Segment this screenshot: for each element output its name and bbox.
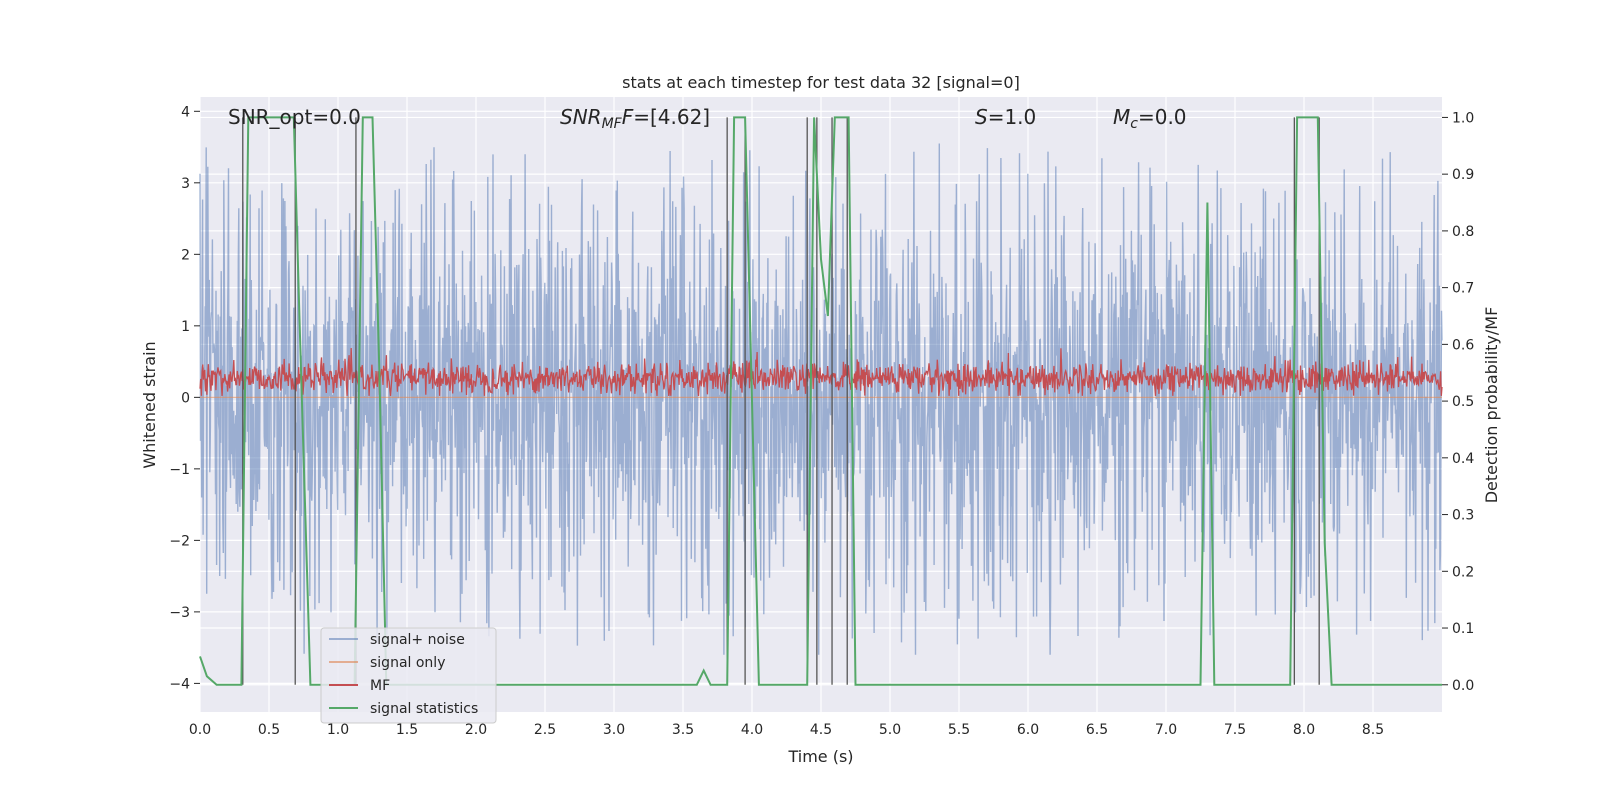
x-tick-label: 0.0	[189, 722, 211, 738]
y-axis-label: Whitened strain	[140, 341, 159, 468]
y2-tick-label: 0.6	[1452, 337, 1474, 353]
legend: signal+ noise signal only MF signal stat…	[320, 627, 497, 724]
x-tick-label: 2.0	[465, 722, 487, 738]
y-tick-label: 0	[181, 390, 190, 406]
y2-tick-label: 0.2	[1452, 564, 1474, 580]
y2-tick-label: 1.0	[1452, 110, 1474, 126]
x-tick-label: 3.0	[603, 722, 625, 738]
y-tick-label: 4	[181, 104, 190, 120]
y2-axis-label: Detection probability/MF	[1482, 307, 1501, 504]
legend-label-signal-noise: signal+ noise	[370, 632, 465, 648]
annotation-s: S=1.0	[975, 105, 1036, 129]
x-tick-label: 7.5	[1224, 722, 1246, 738]
annotation-mc: Mc=0.0	[1113, 105, 1187, 132]
line-signal-statistics	[199, 116, 1442, 686]
chart-title: stats at each timestep for test data 32 …	[622, 73, 1020, 92]
annotation-snr-opt: SNR_opt=0.0	[228, 105, 361, 129]
series-signal-noise	[199, 143, 1443, 655]
y2-tick-label: 0.5	[1452, 394, 1474, 410]
y-tick-label: 3	[181, 176, 190, 192]
y-tick-label: −3	[169, 605, 190, 621]
x-tick-label: 4.0	[741, 722, 763, 738]
series-mf	[199, 347, 1443, 397]
x-tick-label: 5.0	[879, 722, 901, 738]
y2-tick-labels: 1.0 0.9 0.8 0.7 0.6 0.5 0.4 0.3 0.2 0.1 0.0	[1442, 110, 1474, 694]
y2-tick-label: 0.4	[1452, 451, 1474, 467]
x-tick-label: 5.5	[948, 722, 970, 738]
x-axis-label: Time (s)	[787, 747, 853, 766]
x-tick-label: 7.0	[1155, 722, 1177, 738]
x-tick-label: 1.5	[396, 722, 418, 738]
x-tick-label: 6.0	[1017, 722, 1039, 738]
annotation-snr-mf: SNRMFF=[4.62]	[560, 105, 710, 132]
x-tick-label: 8.5	[1362, 722, 1384, 738]
y2-tick-label: 0.7	[1452, 281, 1474, 297]
y2-tick-label: 0.1	[1452, 621, 1474, 637]
x-tick-label: 8.0	[1293, 722, 1315, 738]
legend-box	[320, 627, 497, 724]
line-mf	[199, 347, 1443, 397]
line-signal-noise	[199, 143, 1443, 655]
x-tick-label: 2.5	[534, 722, 556, 738]
x-tick-labels: 0.0 0.5 1.0 1.5 2.0 2.5 3.0 3.5 4.0 4.5 5.0 5.5 6.0 6…	[189, 722, 1384, 738]
x-tick-label: 3.5	[672, 722, 694, 738]
legend-label-signal-statistics: signal statistics	[370, 701, 478, 717]
y-tick-label: 2	[181, 247, 190, 263]
x-tick-label: 1.0	[327, 722, 349, 738]
x-tick-label: 4.5	[810, 722, 832, 738]
y-tick-label: −2	[169, 533, 190, 549]
x-tick-label: 0.5	[258, 722, 280, 738]
y-tick-label: −1	[169, 462, 190, 478]
legend-label-signal-only: signal only	[370, 655, 445, 671]
series-signal-statistics	[199, 116, 1442, 686]
legend-label-mf: MF	[370, 678, 390, 694]
y2-tick-label: 0.9	[1452, 167, 1474, 183]
x-tick-label: 6.5	[1086, 722, 1108, 738]
y2-tick-label: 0.0	[1452, 678, 1474, 694]
y-tick-label: −4	[169, 676, 190, 692]
y2-tick-label: 0.8	[1452, 224, 1474, 240]
y-tick-label: 1	[181, 319, 190, 335]
y2-tick-label: 0.3	[1452, 508, 1474, 524]
y-tick-labels: 4 3 2 1 0 −1 −2 −3 −4	[169, 104, 200, 692]
